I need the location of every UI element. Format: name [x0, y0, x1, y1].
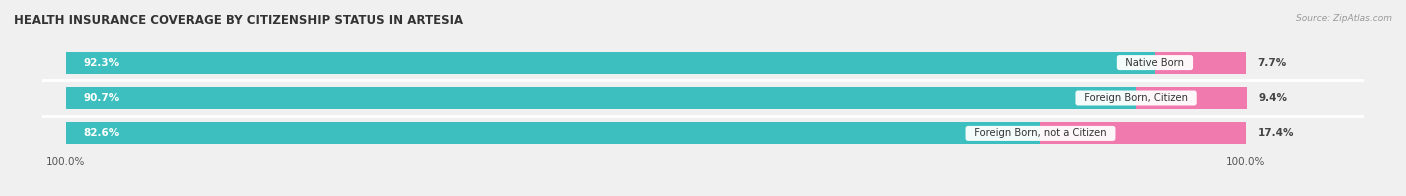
Text: 92.3%: 92.3% [83, 58, 120, 68]
Text: 90.7%: 90.7% [83, 93, 120, 103]
Bar [66, 52, 1154, 74]
Text: 9.4%: 9.4% [1258, 93, 1288, 103]
Legend: With Coverage, Without Coverage: With Coverage, Without Coverage [530, 193, 744, 196]
Bar [66, 87, 1136, 109]
Bar [1154, 52, 1246, 74]
Bar [1136, 87, 1247, 109]
Bar [1154, 52, 1246, 74]
Text: Foreign Born, not a Citizen: Foreign Born, not a Citizen [969, 128, 1114, 138]
Bar [66, 122, 1040, 144]
Text: 17.4%: 17.4% [1257, 128, 1294, 138]
Bar [1040, 122, 1246, 144]
Bar [66, 87, 1136, 109]
Text: Native Born: Native Born [1119, 58, 1191, 68]
Bar [1136, 87, 1247, 109]
Bar [66, 52, 1154, 74]
Bar [1040, 122, 1246, 144]
Text: HEALTH INSURANCE COVERAGE BY CITIZENSHIP STATUS IN ARTESIA: HEALTH INSURANCE COVERAGE BY CITIZENSHIP… [14, 14, 463, 27]
Text: Source: ZipAtlas.com: Source: ZipAtlas.com [1296, 14, 1392, 23]
Bar [66, 122, 1040, 144]
Text: Foreign Born, Citizen: Foreign Born, Citizen [1078, 93, 1194, 103]
Text: 7.7%: 7.7% [1257, 58, 1286, 68]
Text: 82.6%: 82.6% [83, 128, 120, 138]
